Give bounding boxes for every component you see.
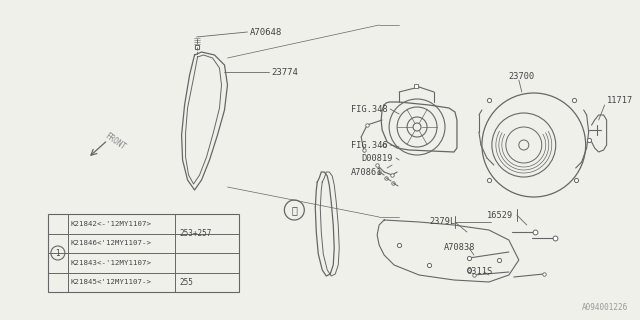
Text: 253+257: 253+257 <box>180 229 212 238</box>
Text: K21845<'12MY1107->: K21845<'12MY1107-> <box>71 279 152 285</box>
Text: 255: 255 <box>180 278 193 287</box>
Text: A70861: A70861 <box>351 167 383 177</box>
Text: 2379L: 2379L <box>429 218 455 227</box>
Text: A094001226: A094001226 <box>582 303 628 312</box>
Text: FRONT: FRONT <box>103 132 127 152</box>
Text: 16529: 16529 <box>487 211 513 220</box>
Text: K21842<-'12MY1107>: K21842<-'12MY1107> <box>71 221 152 227</box>
Text: D00819: D00819 <box>361 154 393 163</box>
Text: 23700: 23700 <box>509 71 535 81</box>
Text: K21846<'12MY1107->: K21846<'12MY1107-> <box>71 240 152 246</box>
Text: A70648: A70648 <box>250 28 282 36</box>
Text: A70838: A70838 <box>444 244 476 252</box>
Text: FIG.346: FIG.346 <box>351 140 388 149</box>
Bar <box>48 214 239 292</box>
Text: 11717: 11717 <box>607 95 633 105</box>
Text: 23774: 23774 <box>271 68 298 76</box>
Text: K21843<-'12MY1107>: K21843<-'12MY1107> <box>71 260 152 266</box>
Text: FIG.348: FIG.348 <box>351 105 388 114</box>
Text: 0311S: 0311S <box>467 268 493 276</box>
Text: ①: ① <box>291 205 297 215</box>
Text: 1: 1 <box>56 249 60 258</box>
